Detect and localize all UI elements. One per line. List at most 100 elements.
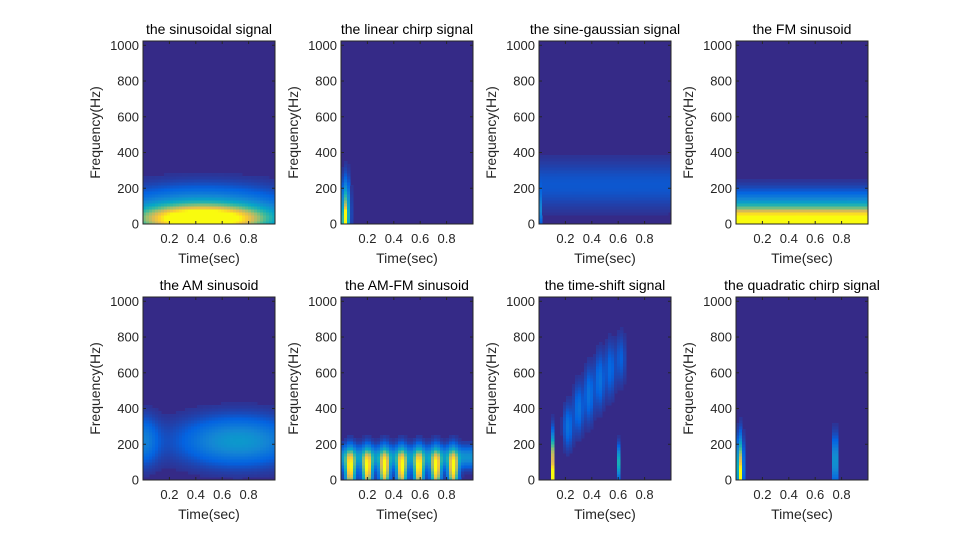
heatmap-cell: [563, 426, 567, 430]
heatmap-cell: [173, 432, 177, 436]
heatmap-cell: [173, 179, 177, 183]
heatmap-cell: [224, 215, 228, 219]
y-tick-label: 200: [710, 181, 732, 196]
y-tick-label: 600: [710, 109, 732, 124]
heatmap-cell: [185, 188, 189, 192]
heatmap-cell: [212, 423, 216, 427]
heatmap-cell: [164, 197, 168, 201]
heatmap-cell: [185, 182, 189, 186]
heatmap-cell: [587, 369, 591, 373]
heatmap-cell: [659, 182, 663, 186]
heatmap-cell: [566, 420, 570, 424]
heatmap-cell: [233, 438, 237, 442]
heatmap-cell: [167, 426, 171, 430]
heatmap-cell: [209, 444, 213, 448]
subplot-title: the sinusoidal signal: [146, 21, 272, 37]
heatmap-cell: [257, 215, 261, 219]
heatmap-cell: [587, 188, 591, 192]
heatmap-cell: [602, 384, 606, 388]
heatmap-cell: [239, 402, 243, 406]
heatmap-cell: [662, 206, 666, 210]
heatmap-cell: [590, 396, 594, 400]
heatmap-cell: [149, 185, 153, 189]
heatmap-cell: [611, 339, 615, 343]
heatmap-cell: [599, 170, 603, 174]
heatmap-cell: [254, 417, 258, 421]
heatmap-cell: [569, 426, 573, 430]
heatmap-cell: [467, 468, 471, 472]
heatmap-cell: [647, 176, 651, 180]
heatmap-cell: [584, 399, 588, 403]
heatmap-cell: [581, 167, 585, 171]
heatmap-cell: [569, 155, 573, 159]
heatmap-cell: [212, 414, 216, 418]
heatmap-cell: [748, 179, 752, 183]
heatmap-cell: [632, 176, 636, 180]
heatmap-cell: [793, 194, 797, 198]
heatmap-cell: [850, 194, 854, 198]
heatmap-cell: [656, 167, 660, 171]
heatmap-cell: [587, 405, 591, 409]
heatmap-cell: [608, 369, 612, 373]
heatmap-cell: [212, 191, 216, 195]
heatmap-cell: [841, 197, 845, 201]
heatmap-cell: [832, 218, 836, 222]
heatmap-cell: [245, 474, 249, 478]
heatmap-cell: [242, 444, 246, 448]
heatmap-cell: [146, 405, 150, 409]
heatmap-cell: [620, 378, 624, 382]
heatmap-cell: [736, 197, 740, 201]
heatmap-cell: [617, 176, 621, 180]
heatmap-cell: [251, 420, 255, 424]
heatmap-cell: [617, 387, 621, 391]
heatmap-cell: [751, 215, 755, 219]
heatmap-cell: [620, 194, 624, 198]
heatmap-cell: [155, 411, 159, 415]
heatmap-cell: [551, 182, 555, 186]
heatmap-cell: [176, 429, 180, 433]
heatmap-cell: [587, 182, 591, 186]
heatmap-cell: [185, 450, 189, 454]
heatmap-cell: [778, 179, 782, 183]
heatmap-cell: [155, 188, 159, 192]
heatmap-cell: [859, 206, 863, 210]
heatmap-cell: [575, 173, 579, 177]
heatmap-cell: [395, 465, 399, 469]
heatmap-cell: [826, 212, 830, 216]
heatmap-cell: [841, 212, 845, 216]
heatmap-cell: [638, 206, 642, 210]
heatmap-cell: [254, 444, 258, 448]
heatmap-cell: [644, 182, 648, 186]
heatmap-cell: [251, 462, 255, 466]
heatmap-cell: [404, 462, 408, 466]
y-tick-label: 0: [725, 217, 732, 232]
heatmap-cell: [404, 453, 408, 457]
heatmap-cell: [452, 444, 456, 448]
heatmap-cell: [158, 182, 162, 186]
heatmap-cell: [790, 206, 794, 210]
heatmap-cell: [215, 215, 219, 219]
heatmap-cell: [365, 453, 369, 457]
heatmap-cell: [146, 468, 150, 472]
heatmap-cell: [820, 191, 824, 195]
heatmap-cell: [218, 468, 222, 472]
heatmap-cell: [266, 456, 270, 460]
heatmap-cell: [194, 444, 198, 448]
heatmap-cell: [560, 203, 564, 207]
heatmap-cell: [656, 170, 660, 174]
heatmap-cell: [566, 161, 570, 165]
heatmap-cell: [587, 423, 591, 427]
heatmap-cell: [398, 444, 402, 448]
heatmap-cell: [167, 423, 171, 427]
heatmap-cell: [362, 441, 366, 445]
heatmap-cell: [590, 399, 594, 403]
heatmap-cell: [590, 393, 594, 397]
heatmap-cell: [611, 188, 615, 192]
heatmap-cell: [446, 468, 450, 472]
heatmap-cell: [796, 212, 800, 216]
heatmap-cell: [257, 176, 261, 180]
heatmap-cell: [206, 197, 210, 201]
heatmap-cell: [566, 179, 570, 183]
heatmap-cell: [224, 176, 228, 180]
heatmap-cell: [572, 158, 576, 162]
